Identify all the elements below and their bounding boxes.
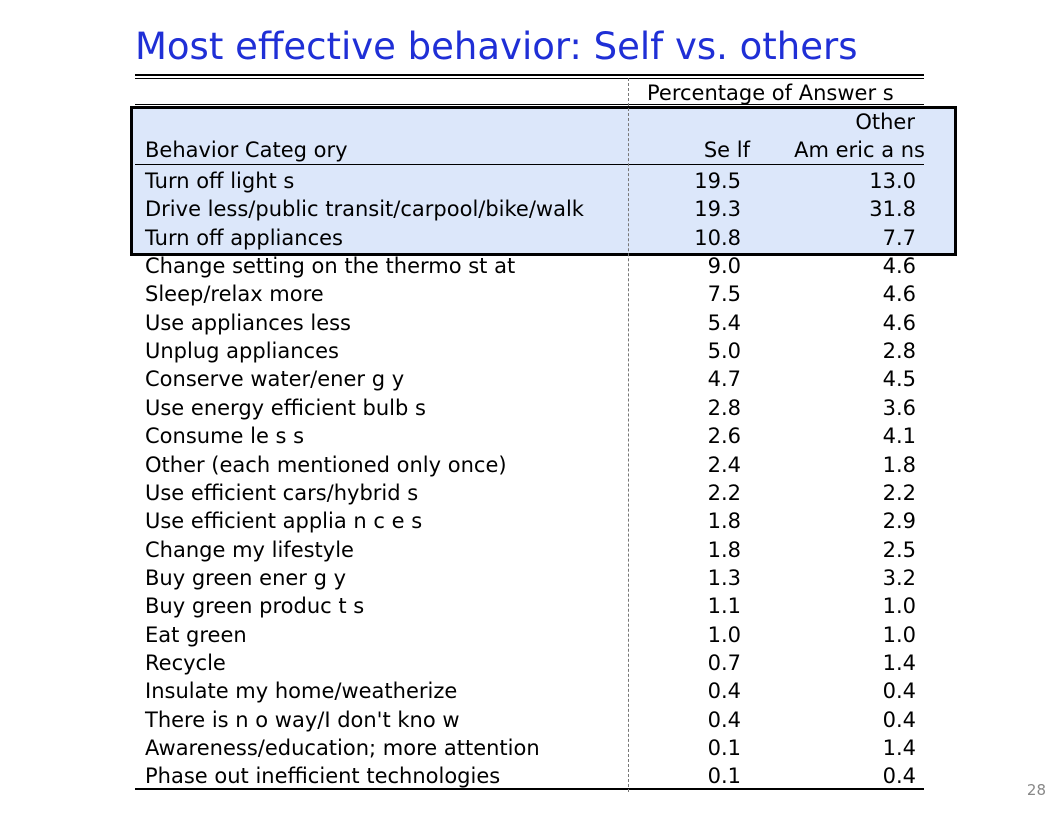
row-other-value: 4.6 (882, 311, 916, 335)
row-category: Drive less/public transit/carpool/bike/w… (145, 197, 584, 221)
row-category: Change my lifestyle (145, 538, 354, 562)
row-category: Change setting on the thermo st at (145, 254, 516, 278)
row-self-value: 1.8 (707, 538, 741, 562)
row-category: Conserve water/ener g y (145, 367, 405, 391)
row-self-value: 10.8 (694, 226, 741, 250)
row-self-value: 1.8 (707, 509, 741, 533)
row-self-value: 5.4 (707, 311, 741, 335)
row-self-value: 0.7 (707, 651, 741, 675)
header-rule (135, 164, 924, 165)
row-self-value: 0.4 (707, 679, 741, 703)
row-category: Consume le s s (145, 424, 305, 448)
row-other-value: 1.0 (882, 594, 916, 618)
row-category: Sleep/relax more (145, 282, 324, 306)
row-other-value: 3.6 (882, 396, 916, 420)
row-category: Eat green (145, 623, 247, 647)
row-self-value: 7.5 (707, 282, 741, 306)
row-self-value: 2.2 (707, 481, 741, 505)
row-other-value: 0.4 (882, 708, 916, 732)
row-self-value: 9.0 (707, 254, 741, 278)
row-other-value: 4.1 (882, 424, 916, 448)
header-behavior-category: Behavior Categ ory (145, 138, 348, 162)
row-other-value: 1.4 (882, 736, 916, 760)
row-other-value: 2.9 (882, 509, 916, 533)
row-category: Buy green ener g y (145, 566, 347, 590)
row-self-value: 4.7 (707, 367, 741, 391)
super-header-rule (135, 104, 924, 105)
row-self-value: 0.1 (707, 764, 741, 788)
row-other-value: 2.5 (882, 538, 916, 562)
row-self-value: 19.5 (694, 169, 741, 193)
title-underline (135, 74, 924, 76)
row-other-value: 4.5 (882, 367, 916, 391)
row-other-value: 7.7 (882, 226, 916, 250)
row-other-value: 0.4 (882, 764, 916, 788)
row-other-value: 1.8 (882, 453, 916, 477)
table-bottom-rule (135, 788, 924, 790)
row-self-value: 1.1 (707, 594, 741, 618)
row-self-value: 19.3 (694, 197, 741, 221)
row-other-value: 1.0 (882, 623, 916, 647)
row-category: Turn off light s (145, 169, 295, 193)
header-self: Se lf (703, 138, 750, 162)
row-other-value: 0.4 (882, 679, 916, 703)
column-divider (628, 78, 629, 792)
row-category: Use efficient applia n c e s (145, 509, 423, 533)
row-category: Insulate my home/weatherize (145, 679, 458, 703)
row-other-value: 2.2 (882, 481, 916, 505)
row-other-value: 31.8 (869, 197, 916, 221)
row-self-value: 1.3 (707, 566, 741, 590)
row-other-value: 1.4 (882, 651, 916, 675)
row-other-value: 4.6 (882, 254, 916, 278)
row-self-value: 2.8 (707, 396, 741, 420)
row-self-value: 2.6 (707, 424, 741, 448)
page-number: 28 (1026, 781, 1046, 799)
row-category: Other (each mentioned only once) (145, 453, 507, 477)
row-category: Use appliances less (145, 311, 352, 335)
row-other-value: 4.6 (882, 282, 916, 306)
table-top-rule (135, 78, 924, 79)
row-category: Phase out inefficient technologies (145, 764, 501, 788)
row-category: Use efficient cars/hybrid s (145, 481, 419, 505)
row-category: Turn off appliances (145, 226, 343, 250)
row-self-value: 1.0 (707, 623, 741, 647)
header-other-line1: Other (855, 110, 915, 134)
row-category: Use energy efficient bulb s (145, 396, 426, 420)
row-category: Unplug appliances (145, 339, 339, 363)
slide-title: Most effective behavior: Self vs. others (135, 25, 858, 68)
row-self-value: 2.4 (707, 453, 741, 477)
row-other-value: 3.2 (882, 566, 916, 590)
row-category: Buy green produc t s (145, 594, 365, 618)
top-three-highlight (130, 106, 957, 256)
row-self-value: 0.4 (707, 708, 741, 732)
row-category: Awareness/education; more attention (145, 736, 540, 760)
row-self-value: 5.0 (707, 339, 741, 363)
header-other-line2: Am eric a ns (794, 138, 925, 162)
row-other-value: 2.8 (882, 339, 916, 363)
row-category: Recycle (145, 651, 226, 675)
row-other-value: 13.0 (869, 169, 916, 193)
row-self-value: 0.1 (707, 736, 741, 760)
super-header: Percentage of Answer s (647, 81, 894, 105)
row-category: There is n o way/I don't kno w (145, 708, 460, 732)
